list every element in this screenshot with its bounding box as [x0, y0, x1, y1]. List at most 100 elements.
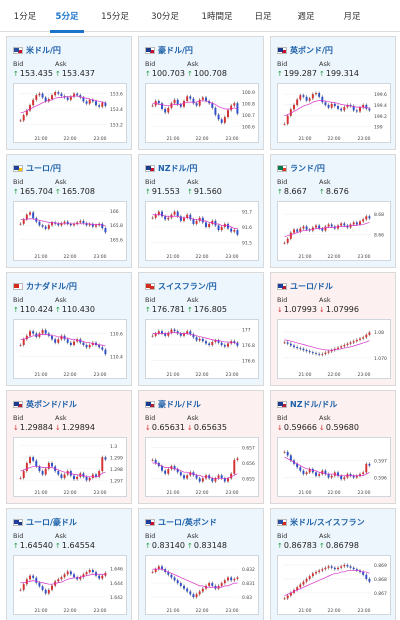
candle-body: [186, 214, 189, 218]
candle-body: [214, 478, 217, 482]
candle-body: [315, 353, 317, 354]
rate-card-cadjpy[interactable]: カナダドル/円 Bid Ask ↑110.424 ↑110.430 110.6 110.4 2…: [6, 272, 132, 386]
tab-1w[interactable]: 週足: [297, 12, 315, 22]
mini-chart[interactable]: 1.08 1.070 21:00 22:00 23:00: [277, 319, 391, 379]
rate-card-chfjpy[interactable]: スイスフラン/円 Bid Ask ↑176.781 ↑176.805 177 176.8 17…: [138, 272, 264, 386]
mini-chart[interactable]: 199.6 199.4 199.2 199 21:00 22:00 23:00: [277, 83, 391, 143]
mini-chart[interactable]: 166 165.8 165.6 21:00 22:00 23:00: [13, 201, 127, 261]
mini-chart[interactable]: 153.6 153.4 153.2 21:00 22:00 23:00: [13, 83, 127, 143]
candle-body: [227, 223, 229, 229]
rate-card-audusd[interactable]: 豪ドル/ドル Bid Ask ↓0.65631 ↓0.65635 0.657 0.656 0.…: [138, 390, 264, 504]
candle-body: [337, 106, 339, 109]
rate-card-usdjpy[interactable]: 米ドル/円 Bid Ask ↑153.435 ↑153.437 153.6 153.4 153…: [6, 36, 132, 150]
candle-body: [318, 570, 321, 572]
bid-label: Bid: [277, 178, 288, 186]
candle-body: [201, 97, 204, 100]
x-tick-label: 22:00: [196, 608, 209, 614]
candle-body: [44, 226, 47, 229]
mini-chart[interactable]: 8.68 8.66 21:00 22:00 23:00: [277, 201, 391, 261]
pair-name[interactable]: 米ドル/スイスフラン: [290, 517, 365, 527]
candle-body: [208, 223, 211, 227]
pair-name[interactable]: ランド/円: [290, 163, 325, 173]
candle-body: [79, 220, 82, 223]
pair-header: スイスフラン/円: [145, 280, 217, 292]
candle-body: [104, 228, 107, 233]
tab-1m[interactable]: 1分足: [13, 12, 37, 22]
bid-label: Bid: [277, 60, 288, 68]
mini-chart[interactable]: 91.7 91.6 91.5 21:00 22:00 23:00: [145, 201, 259, 261]
y-tick-label: 199.2: [374, 114, 387, 120]
mini-chart[interactable]: 100.9 100.8 100.7 100.6 21:00 22:00 23:00: [145, 83, 259, 143]
mini-chart[interactable]: 0.657 0.656 0.655 21:00 22:00 23:00: [145, 437, 259, 497]
candle-body: [32, 457, 35, 461]
y-tick-label: 0.596: [374, 475, 387, 481]
pair-name[interactable]: 米ドル/円: [26, 45, 61, 55]
pair-name[interactable]: ユーロ/ドル: [290, 281, 333, 291]
rate-card-audjpy[interactable]: 豪ドル/円 Bid Ask ↑100.703 ↑100.708 100.9 100.8 100…: [138, 36, 264, 150]
candle-body: [25, 214, 28, 220]
rate-card-eurgbp[interactable]: ユーロ/英ポンド Bid Ask ↑0.83140 ↑0.83148 0.832 0.831…: [138, 508, 264, 620]
pair-name[interactable]: ユーロ/豪ドル: [26, 517, 77, 527]
rate-card-gbpjpy[interactable]: 英ポンド/円 Bid Ask ↑199.287 ↑199.314 199.6 199.4 19…: [270, 36, 396, 150]
candle-body: [198, 478, 201, 482]
rate-card-eurjpy[interactable]: ユーロ/円 Bid Ask ↑165.704 ↑165.708 166 165.8 165.6…: [6, 154, 132, 268]
candle-body: [41, 471, 44, 475]
candle-body: [349, 566, 352, 568]
arrow-up-icon: ↑: [55, 542, 61, 550]
candle-body: [211, 103, 214, 108]
arrow-down-icon: ↓: [277, 306, 283, 314]
rate-card-eurusd[interactable]: ユーロ/ドル Bid Ask ↓1.07993 ↓1.07996 1.08 1.070 21:…: [270, 272, 396, 386]
candle-body: [220, 583, 223, 586]
x-tick-label: 21:00: [167, 136, 180, 142]
pair-name[interactable]: カナダドル/円: [26, 281, 77, 291]
pair-name[interactable]: 英ポンド/円: [290, 45, 333, 55]
pair-name[interactable]: ユーロ/円: [26, 163, 61, 173]
mini-chart[interactable]: 177 176.8 176.6 21:00 22:00 23:00: [145, 319, 259, 379]
candle-body: [98, 105, 101, 107]
candle-body: [349, 104, 352, 107]
pair-name[interactable]: NZドル/ドル: [290, 399, 338, 409]
x-tick-label: 21:00: [299, 372, 312, 378]
mini-chart[interactable]: 110.6 110.4 21:00 22:00 23:00: [13, 319, 127, 379]
arrow-up-icon: ↑: [55, 306, 61, 314]
x-tick-label: 21:00: [35, 372, 48, 378]
tab-1h[interactable]: 1時間足: [201, 12, 233, 22]
candle-body: [365, 216, 368, 220]
pair-name[interactable]: 豪ドル/円: [158, 45, 193, 55]
candle-body: [44, 468, 47, 475]
rate-card-gbpusd[interactable]: 英ポンド/ドル Bid Ask ↓1.29884 ↓1.29894 1.3 1.299 1.2…: [6, 390, 132, 504]
flag-icon: [13, 518, 23, 526]
y-tick-label: 1.08: [374, 330, 384, 336]
tab-30m[interactable]: 30分足: [151, 12, 179, 22]
pair-name[interactable]: NZドル/円: [158, 163, 198, 173]
candle-body: [183, 100, 185, 107]
candle-body: [57, 579, 60, 582]
bid-value: ↓1.29884: [13, 423, 53, 432]
pair-name[interactable]: 英ポンド/ドル: [26, 399, 77, 409]
bid-label: Bid: [13, 60, 24, 68]
mini-chart[interactable]: 0.832 0.831 0.83 21:00 22:00 23:00: [145, 555, 259, 615]
ask-number: 91.560: [193, 187, 222, 196]
rate-card-euraud[interactable]: ユーロ/豪ドル Bid Ask ↑1.64540 ↑1.64554 1.646 1.644 1…: [6, 508, 132, 620]
tab-1d[interactable]: 日足: [254, 12, 272, 22]
mini-chart[interactable]: 1.3 1.299 1.298 1.297 21:00 22:00 23:00: [13, 437, 127, 497]
pair-name[interactable]: ユーロ/英ポンド: [158, 517, 217, 527]
pair-name[interactable]: 豪ドル/ドル: [158, 399, 201, 409]
tab-5m[interactable]: 5分足: [46, 0, 88, 33]
rate-card-usdchf[interactable]: 米ドル/スイスフラン Bid Ask ↑0.86783 ↑0.86798 0.869 0.8…: [270, 508, 396, 620]
rate-card-nzdjpy[interactable]: NZドル/円 Bid Ask ↑91.553 ↑91.560 91.7 91.6 91.5 21…: [138, 154, 264, 268]
tab-15m[interactable]: 15分足: [101, 12, 129, 22]
tab-1mo[interactable]: 月足: [343, 12, 361, 22]
rate-card-zarjpy[interactable]: ランド/円 Bid Ask ↑8.667 ↑8.676 8.68 8.66 21:00 22:0…: [270, 154, 396, 268]
bid-number: 199.287: [283, 69, 317, 78]
candle-body: [352, 106, 355, 111]
pair-name[interactable]: スイスフラン/円: [158, 281, 217, 291]
candle-body: [305, 350, 308, 352]
mini-chart[interactable]: 0.869 0.868 0.867 21:00 22:00 23:00: [277, 555, 391, 615]
ask-number: 165.708: [61, 187, 95, 196]
moving-average-line: [284, 222, 370, 238]
mini-chart[interactable]: 1.646 1.644 1.642 21:00 22:00 23:00: [13, 555, 127, 615]
candle-body: [183, 475, 185, 479]
mini-chart[interactable]: 0.597 0.596 21:00 22:00 23:00: [277, 437, 391, 497]
rate-card-nzdusd[interactable]: NZドル/ドル Bid Ask ↓0.59666 ↓0.59680 0.597 0.596 2…: [270, 390, 396, 504]
